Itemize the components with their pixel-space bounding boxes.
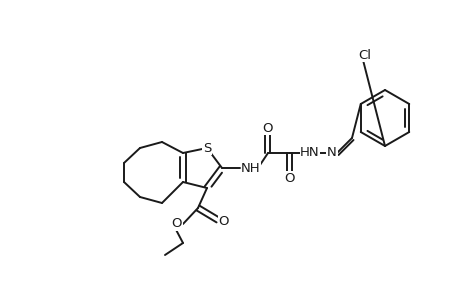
Text: S: S: [202, 142, 211, 154]
Text: HN: HN: [300, 146, 319, 160]
Text: N: N: [326, 146, 336, 160]
Text: O: O: [171, 218, 182, 230]
Text: O: O: [218, 215, 229, 229]
Text: O: O: [284, 172, 295, 184]
Text: O: O: [262, 122, 273, 134]
Text: Cl: Cl: [358, 49, 371, 62]
Text: NH: NH: [241, 161, 260, 175]
